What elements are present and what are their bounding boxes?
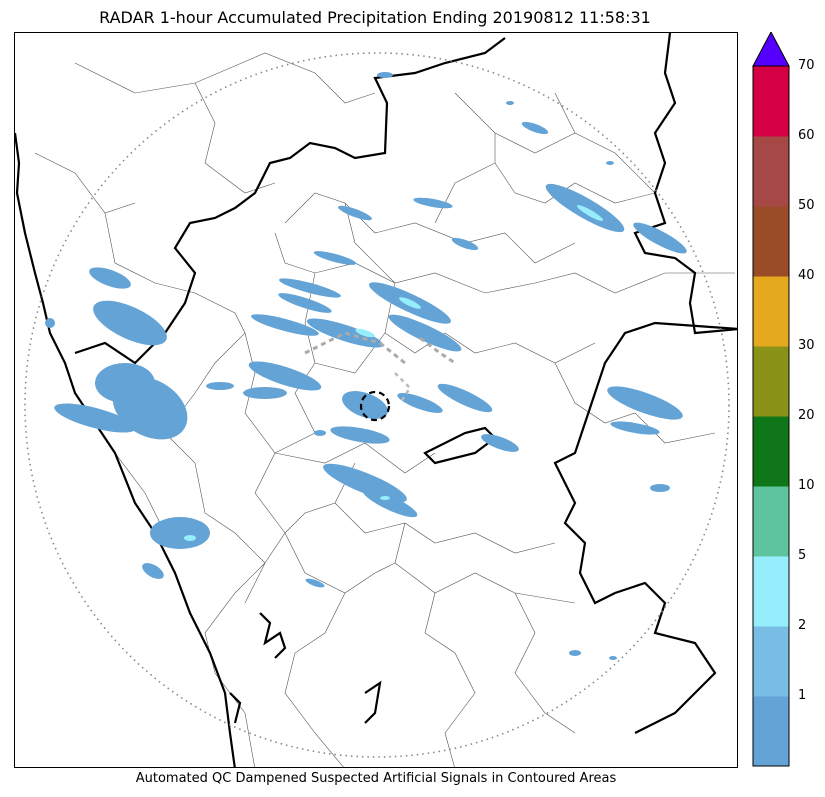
colorbar-tick-label: 50 (798, 198, 815, 213)
colorbar-segment (753, 206, 789, 277)
colorbar-tick-label: 30 (798, 338, 815, 353)
colorbar-tick-label: 1 (798, 688, 807, 703)
colorbar-segment (753, 276, 789, 347)
colorbar-segment (753, 66, 789, 137)
colorbar-tick-label: 10 (798, 478, 815, 493)
district-boundaries (34, 52, 735, 767)
colorbar-segment (753, 696, 789, 767)
heavier-precip-cores (184, 205, 604, 541)
colorbar-segment (753, 416, 789, 487)
colorbar-tick-label: 5 (798, 548, 807, 563)
colorbar (752, 32, 790, 767)
qc-suspect-contours (304, 331, 456, 422)
colorbar-tick-label: 60 (798, 128, 815, 143)
colorbar-segment (753, 346, 789, 417)
colorbar-tick-label: 2 (798, 618, 807, 633)
colorbar-tick-label: 20 (798, 408, 815, 423)
radar-range-ring (24, 52, 730, 758)
radar-map[interactable] (14, 32, 738, 768)
chart-title: RADAR 1-hour Accumulated Precipitation E… (99, 8, 651, 27)
radar-map-svg (15, 33, 737, 767)
colorbar-tick-label: 70 (798, 58, 815, 73)
colorbar-segments (753, 66, 789, 767)
colorbar-segment (753, 486, 789, 557)
colorbar-segment (753, 626, 789, 697)
precipitation-echoes (45, 72, 687, 660)
colorbar-segment (753, 136, 789, 207)
map-caption: Automated QC Dampened Suspected Artifici… (135, 771, 617, 786)
colorbar-tick-label: 40 (798, 268, 815, 283)
colorbar-extend-triangle (752, 32, 790, 67)
colorbar-segment (753, 556, 789, 627)
colorbar-outline (752, 65, 790, 767)
